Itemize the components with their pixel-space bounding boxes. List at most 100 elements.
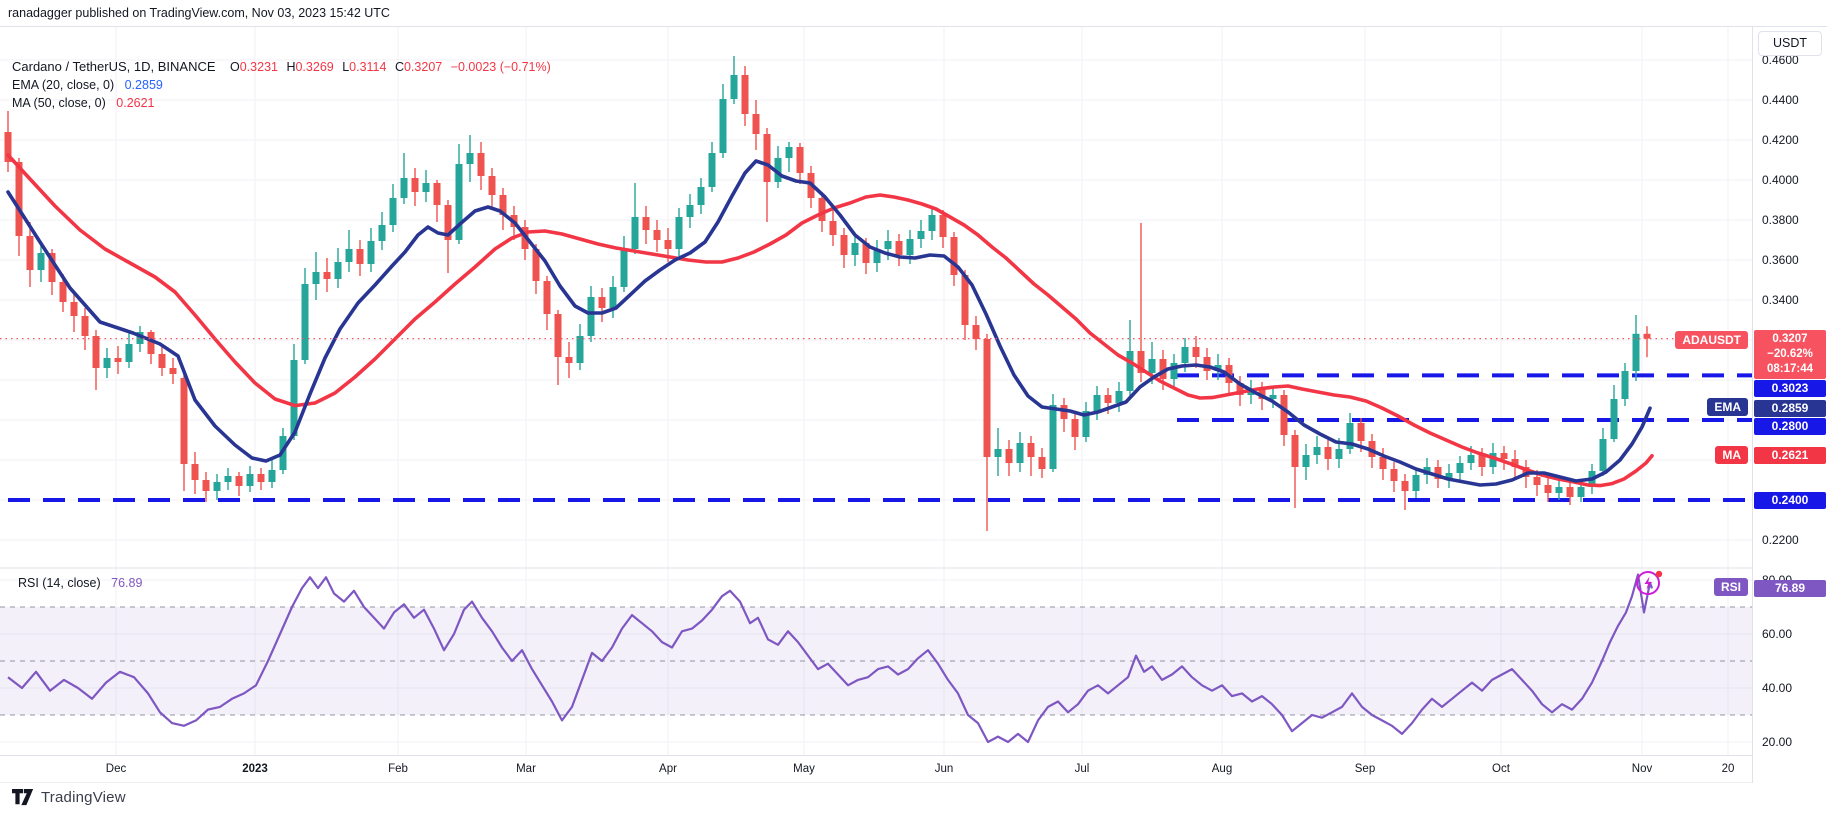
candle-body [928,215,936,231]
candle-body [895,241,903,255]
candle-body [620,249,628,287]
candle-body [873,249,881,263]
candle-body [1159,359,1167,379]
candle-body [1577,487,1585,497]
candle-body [246,474,254,486]
candle-body [1478,455,1486,467]
time-axis-label: Dec [105,763,127,775]
chart-plot-area[interactable]: Cardano / TetherUS, 1D, BINANCE O0.3231 … [0,27,1752,755]
candlestick-and-rsi-canvas[interactable] [0,27,1752,755]
price-axis-label: 0.4000 [1762,173,1799,187]
candle-body [4,132,12,162]
publish-bar: ranadagger published on TradingView.com,… [0,0,1827,27]
rsi-axis-label: 20.00 [1762,735,1793,749]
candle-body [719,99,727,153]
ema20-line [6,159,1652,487]
candle-body [378,225,386,241]
time-axis-label: Jun [934,763,954,775]
rsi-value-badge: 76.89 [1754,579,1826,597]
rsi-line [7,573,1654,744]
tradingview-logo[interactable]: TradingView [12,789,126,806]
publish-line: ranadagger published on TradingView.com,… [8,6,390,20]
candle-body [917,231,925,239]
candle-body [444,205,452,240]
symbol-title: Cardano / TetherUS, 1D, BINANCE [12,59,216,74]
candle-body [1456,463,1464,473]
candle-body [1335,449,1343,459]
candle-body [1236,383,1244,395]
candle-body [1027,443,1035,457]
symbol-legend-row[interactable]: Cardano / TetherUS, 1D, BINANCE O0.3231 … [12,58,551,76]
adausdt-plot-label: ADAUSDT [1675,330,1748,349]
candle-body [455,164,463,240]
candle-body [290,360,298,436]
candle-body [1302,455,1310,467]
candle-body [818,198,826,221]
candle-body [675,217,683,249]
time-axis-label: Feb [388,763,408,775]
footer: TradingView [0,784,1827,815]
candle-body [345,249,353,262]
open-label: O [230,60,240,74]
candle-body [334,262,342,279]
time-axis-label: Apr [659,763,677,775]
ema-plot-label: EMA [1707,398,1748,417]
candle-body [1005,449,1013,463]
candle-body [1555,487,1563,493]
candle-body [1324,447,1332,459]
candle-body [1137,351,1145,373]
candle-body [1280,395,1288,435]
candle-body [1434,467,1442,479]
candle-body [1599,439,1607,471]
candle-body [1489,453,1497,467]
candle-body [763,134,771,182]
candle-body [1148,359,1156,373]
candle-body [1082,411,1090,437]
candle-body [1192,347,1200,357]
candle-body [1610,399,1618,439]
price-axis-label: 0.3800 [1762,213,1799,227]
candle-body [1544,485,1552,493]
candle-body [224,476,232,482]
price-scale[interactable]: USDT 0.4600 0.4400 0.4200 0.4000 0.3800 0.360… [1752,27,1827,783]
rsi-legend[interactable]: RSI (14, close) 76.89 [18,576,142,590]
candle-body [741,75,749,114]
candle-body [411,178,419,192]
candle-body [15,162,23,236]
time-axis-label: Sep [1354,763,1376,775]
price-axis-label: 0.3400 [1762,293,1799,307]
candle-body [1379,457,1387,469]
candle-body [961,275,969,325]
candle-body [884,241,892,249]
high-value: 0.3269 [295,60,334,74]
candle-body [1038,457,1046,469]
candle-body [851,243,859,255]
candle-body [554,314,562,357]
time-axis-label: May [793,763,815,775]
time-scale[interactable]: Dec 2023 Feb Mar Apr May Jun Jul Aug Sep Oct Nov 20 [0,755,1752,783]
candle-body [994,449,1002,457]
ma-legend-row[interactable]: MA (50, close, 0) 0.2621 [12,94,551,112]
candle-body [664,240,672,249]
ema-legend-row[interactable]: EMA (20, close, 0) 0.2859 [12,76,551,94]
currency-toggle-button[interactable]: USDT [1758,31,1822,56]
candle-body [565,357,573,363]
time-axis-label: Mar [516,763,536,775]
time-axis-label: Oct [1492,763,1510,775]
candle-body [1093,395,1101,411]
candle-body [1412,475,1420,491]
candle-body [950,237,958,275]
candle-body [609,287,617,308]
candle-body [81,316,89,336]
candle-body [906,239,914,255]
candle-body [1115,391,1123,403]
flash-idea-icon[interactable] [1634,567,1665,598]
candle-body [169,368,177,374]
candle-body [1533,477,1541,485]
level-price-badge: 0.2400 [1754,491,1826,509]
candle-body [268,470,276,482]
candle-body [48,253,56,282]
ma-value: 0.2621 [116,96,155,110]
candle-body [752,114,760,134]
